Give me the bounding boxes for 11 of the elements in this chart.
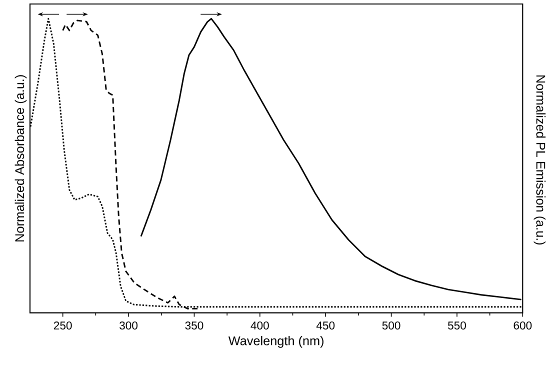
x-tick-label: 550: [448, 322, 466, 330]
x-tick-label: 250: [54, 322, 72, 330]
x-tick-label: 450: [316, 322, 335, 330]
y-axis-title: Normalized Absorbance (a.u.): [14, 75, 27, 242]
x-tick-label: 300: [120, 322, 138, 330]
x-tick-label: 600: [514, 322, 532, 330]
x-tick-label: 500: [382, 322, 400, 330]
x-tick-label: 350: [185, 322, 204, 330]
x-tick-label: 400: [250, 322, 269, 330]
y2-axis-title: Normalized PL Emission (a.u.): [534, 76, 546, 245]
x-axis-title: Wavelength (nm): [228, 336, 324, 348]
